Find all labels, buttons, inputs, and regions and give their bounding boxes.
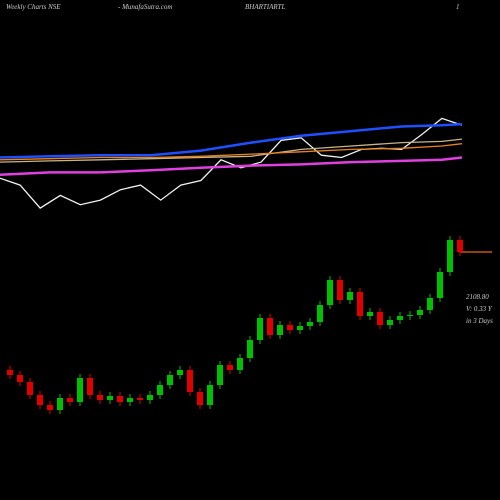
candle-body — [187, 370, 193, 392]
indicator-line — [0, 122, 463, 159]
candle-body — [137, 398, 143, 400]
candle-body — [417, 310, 423, 315]
candle-body — [57, 398, 63, 410]
header-symbol: BHARTIARTL — [245, 3, 286, 11]
candle-body — [167, 375, 173, 385]
candle-body — [37, 395, 43, 405]
candle-body — [447, 240, 453, 272]
indicator-line — [0, 117, 463, 209]
candle-body — [297, 326, 303, 330]
candle-body — [87, 378, 93, 395]
candle-body — [97, 395, 103, 400]
candle-body — [7, 369, 13, 375]
candle-body — [147, 395, 153, 400]
candle-body — [247, 340, 253, 358]
annotation: in 3 Days — [466, 317, 493, 325]
candle-body — [157, 385, 163, 395]
candle-body — [387, 320, 393, 325]
candle-body — [27, 382, 33, 395]
candle-body — [377, 312, 383, 325]
candle-body — [287, 325, 293, 330]
indicator-line — [0, 143, 463, 161]
candle-body — [217, 365, 223, 385]
annotation: 2108.80 — [466, 293, 489, 301]
header-right: 1 — [456, 3, 460, 11]
candle-body — [347, 292, 353, 300]
candle-body — [127, 398, 133, 402]
candle-body — [237, 358, 243, 370]
candle-body — [67, 398, 73, 402]
header-left: Weekly Charts NSE — [6, 3, 61, 11]
candle-body — [207, 385, 213, 405]
candle-body — [117, 396, 123, 402]
candle-body — [107, 396, 113, 400]
candle-body — [257, 318, 263, 340]
candle-body — [277, 325, 283, 335]
candle-body — [427, 298, 433, 310]
candle-body — [197, 392, 203, 405]
candle-body — [397, 316, 403, 320]
candle-body — [457, 240, 463, 252]
indicator-line — [0, 138, 463, 163]
candle-body — [327, 280, 333, 305]
indicator-line — [0, 156, 463, 177]
candle-body — [367, 312, 373, 316]
candle-body — [407, 315, 413, 316]
candle-body — [77, 378, 83, 402]
candle-body — [437, 272, 443, 298]
candle-body — [17, 375, 23, 382]
candle-body — [337, 280, 343, 300]
candle-body — [317, 305, 323, 322]
candle-body — [267, 318, 273, 335]
candle-body — [227, 365, 233, 370]
annotation: V: 0.33 Y — [466, 305, 493, 313]
candle-body — [47, 405, 53, 410]
candle-body — [307, 322, 313, 326]
header-site: - MunafaSutra.com — [118, 3, 172, 11]
candle-body — [357, 292, 363, 316]
candle-body — [177, 370, 183, 375]
